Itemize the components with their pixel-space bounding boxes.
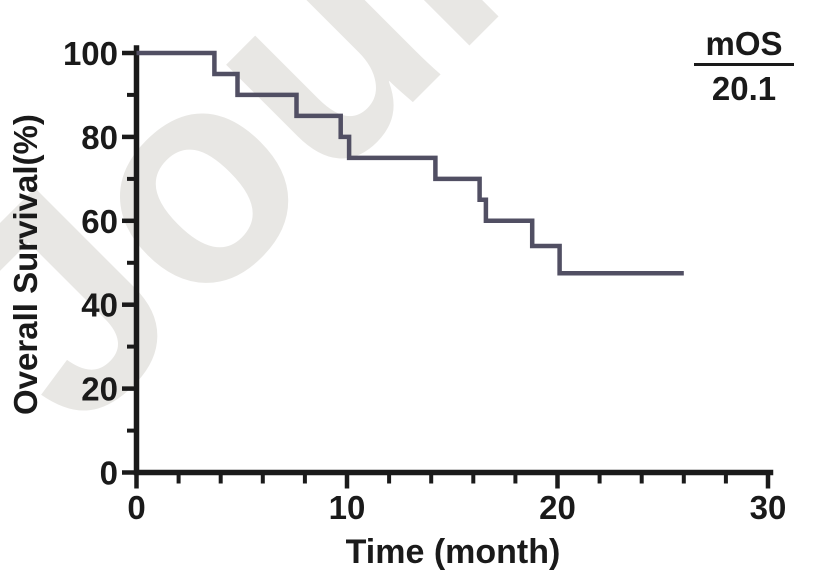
km-survival-curve (136, 50, 684, 276)
mos-annotation: mOS 20.1 (679, 25, 809, 108)
x-tick-label: 20 (539, 489, 576, 526)
x-tick-label: 10 (329, 489, 366, 526)
y-tick-label: 100 (63, 35, 118, 72)
mos-annotation-label: mOS (694, 25, 794, 67)
x-tick-label: 30 (750, 489, 787, 526)
y-tick-label: 0 (100, 455, 118, 492)
x-axis-title: Time (month) (345, 533, 561, 571)
y-tick-label: 80 (81, 119, 118, 156)
x-tick-label: 0 (127, 489, 145, 526)
axis-spines (133, 45, 774, 476)
y-tick-label: 20 (81, 371, 118, 408)
mos-annotation-value: 20.1 (711, 70, 777, 108)
y-tick-label: 60 (81, 203, 118, 240)
y-axis-title: Overall Survival(%) (7, 114, 44, 416)
y-tick-label: 40 (81, 287, 118, 324)
